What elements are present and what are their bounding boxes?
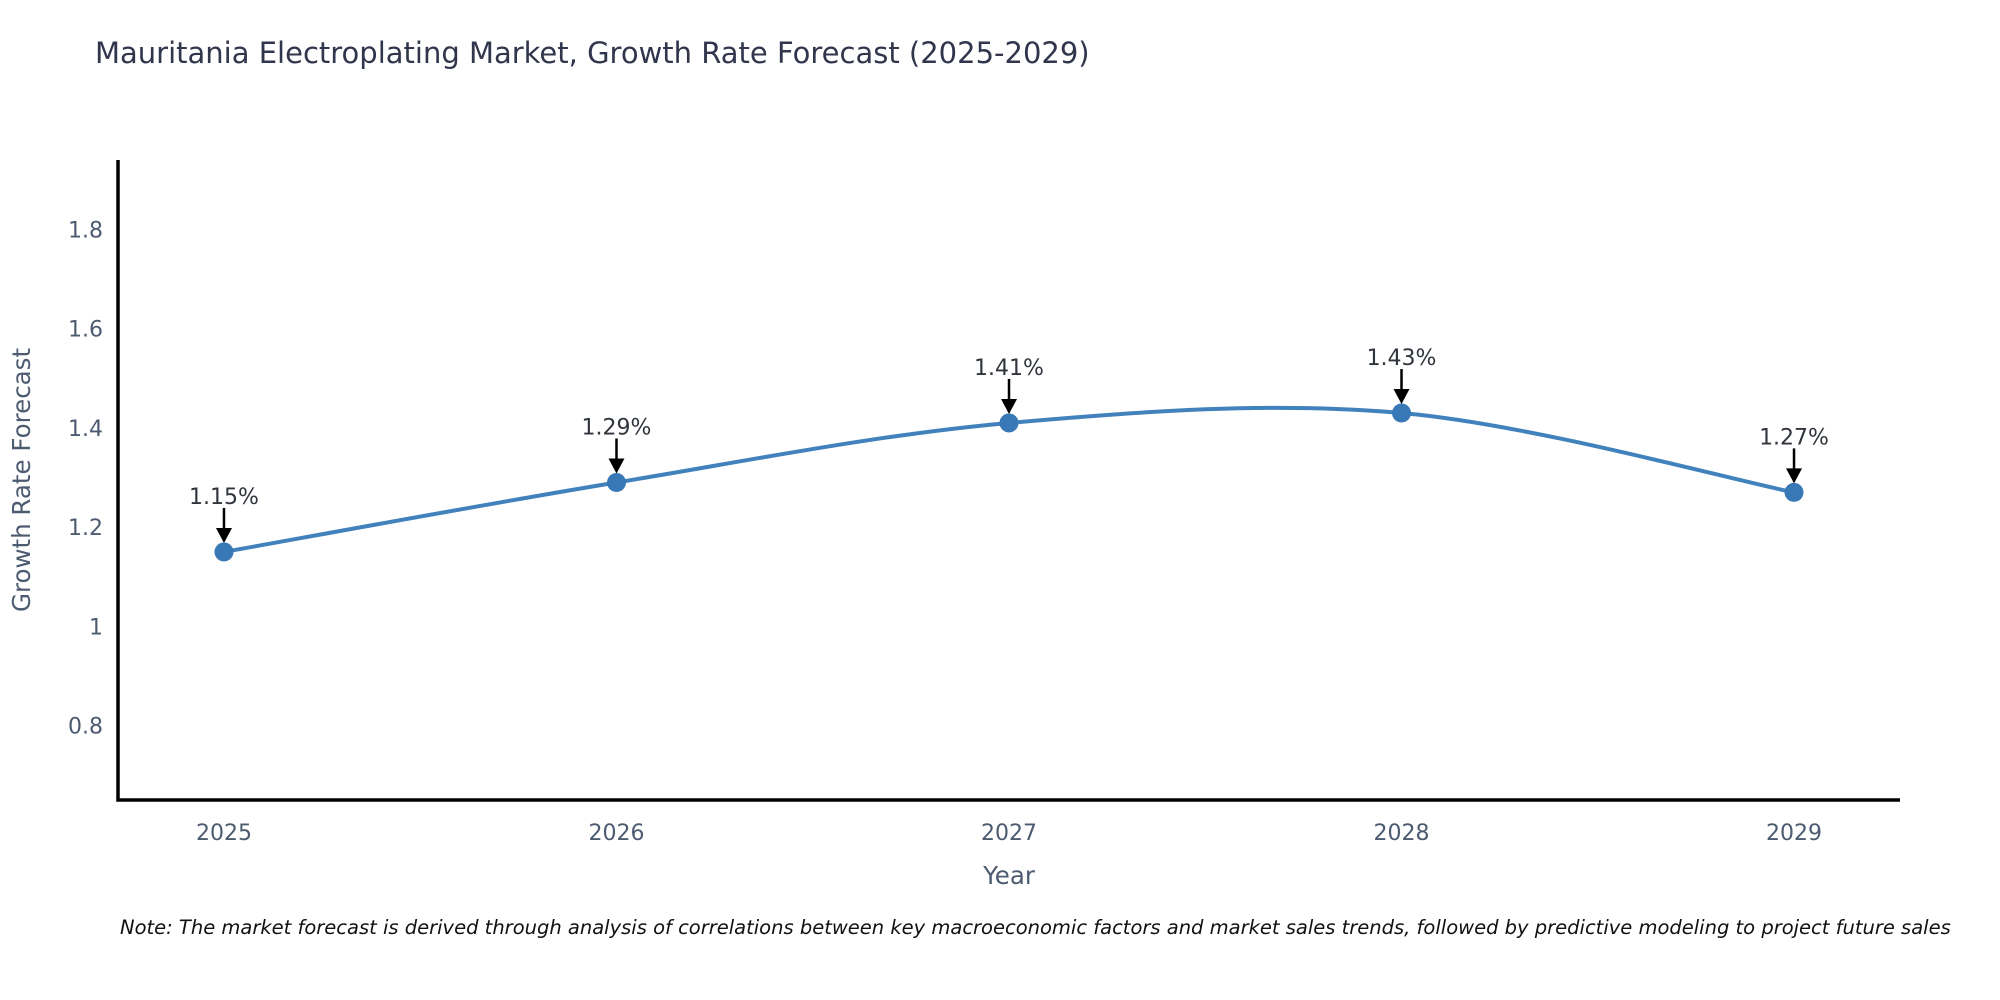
y-tick-label: 1.8: [68, 218, 103, 243]
axis-spines: [116, 160, 1900, 802]
annotation-arrow-head: [215, 527, 232, 543]
data-point: [214, 542, 234, 562]
data-point-label: 1.41%: [974, 356, 1044, 381]
data-point: [999, 413, 1019, 433]
data-point-label: 1.15%: [189, 485, 259, 510]
chart-title: Mauritania Electroplating Market, Growth…: [95, 36, 1090, 70]
data-point-label: 1.43%: [1367, 346, 1437, 371]
y-tick-label: 1.6: [68, 318, 103, 343]
data-point: [1784, 482, 1804, 502]
x-tick-label: 2029: [1766, 821, 1822, 846]
y-tick-label: 1.2: [68, 516, 103, 541]
annotation-arrow-head: [1001, 398, 1017, 414]
x-tick-label: 2027: [981, 821, 1037, 846]
x-tick-label: 2028: [1374, 821, 1430, 846]
y-axis-label: Growth Rate Forecast: [7, 348, 36, 612]
y-tick-label: 0.8: [68, 715, 103, 740]
data-point: [606, 472, 626, 492]
data-point-label: 1.29%: [582, 415, 652, 440]
x-axis-label: Year: [982, 861, 1036, 890]
y-tick-label: 1.4: [68, 417, 103, 442]
annotation-arrow-head: [1393, 389, 1410, 405]
annotation-arrow-head: [608, 458, 625, 474]
x-tick-label: 2026: [588, 821, 644, 846]
footnote: Note: The market forecast is derived thr…: [120, 916, 1951, 939]
data-point-label: 1.27%: [1759, 425, 1829, 450]
x-tick-label: 2025: [196, 821, 252, 846]
annotation-arrow-head: [1786, 468, 1803, 484]
y-tick-label: 1: [89, 615, 103, 640]
data-point: [1392, 403, 1412, 423]
